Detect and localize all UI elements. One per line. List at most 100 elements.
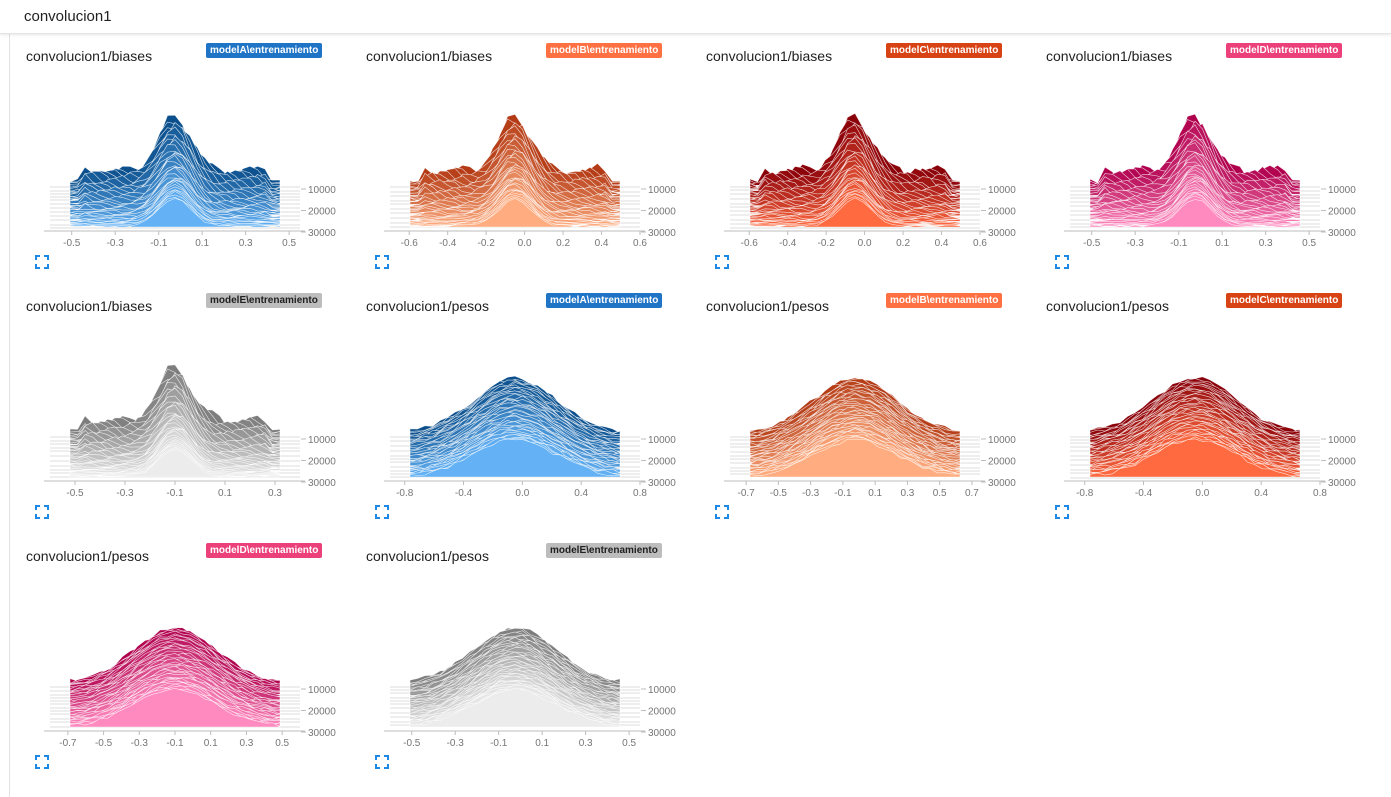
- histogram-chart[interactable]: -0.6 -0.4 -0.2 0.0 0.2 0.4 0.6 10000 20000 30000: [700, 75, 1020, 250]
- x-tick-label: -0.4: [1135, 488, 1153, 499]
- y-tick-label: 20000: [308, 207, 336, 218]
- y-tick-label: 10000: [648, 185, 676, 196]
- y-tick-label: 20000: [308, 707, 336, 718]
- x-tick-label: 0.5: [1302, 238, 1316, 249]
- x-tick-label: 0.5: [933, 488, 947, 499]
- histogram-layers: [1089, 376, 1301, 478]
- histogram-chart[interactable]: -0.5 -0.3 -0.1 0.1 0.3 0.5 10000 20000 30000: [360, 575, 680, 750]
- histogram-chart[interactable]: -0.8 -0.4 0.0 0.4 0.8 10000 20000 30000: [360, 325, 680, 500]
- card-title: convolucion1/pesos: [366, 548, 489, 564]
- y-tick-label: 30000: [648, 728, 676, 739]
- histogram-card: convolucion1/pesos modelB\entrenamiento -0…: [700, 285, 1030, 525]
- y-tick-label: 20000: [648, 457, 676, 468]
- run-tag: modelA\entrenamiento: [546, 293, 663, 308]
- histogram-layers: [749, 112, 961, 228]
- section-left-rule: [9, 34, 10, 797]
- y-tick-label: 20000: [1328, 207, 1356, 218]
- x-tick-label: -0.7: [738, 488, 756, 499]
- y-tick-label: 30000: [648, 228, 676, 239]
- y-tick-label: 20000: [988, 457, 1016, 468]
- y-tick-label: 10000: [308, 685, 336, 696]
- expand-icon[interactable]: [34, 254, 50, 270]
- card-title: convolucion1/biases: [706, 48, 833, 64]
- histogram-chart[interactable]: -0.8 -0.4 0.0 0.4 0.8 10000 20000 30000: [1040, 325, 1360, 500]
- section-header[interactable]: convolucion1: [0, 0, 1391, 34]
- expand-icon[interactable]: [34, 754, 50, 770]
- x-tick-label: -0.5: [1083, 238, 1101, 249]
- expand-icon[interactable]: [714, 504, 730, 520]
- run-tag: modelD\entrenamiento: [206, 543, 323, 558]
- x-tick-label: 0.2: [896, 238, 910, 249]
- expand-icon[interactable]: [34, 504, 50, 520]
- histogram-step: [409, 687, 621, 728]
- x-tick-label: -0.5: [403, 738, 421, 749]
- expand-icon[interactable]: [714, 254, 730, 270]
- histogram-card: convolucion1/biases modelD\entrenamiento -…: [1040, 35, 1370, 275]
- x-tick-label: 0.4: [1254, 488, 1268, 499]
- histogram-chart[interactable]: -0.7 -0.5 -0.3 -0.1 0.1 0.3 0.5 0.7 10000 20000 30…: [700, 325, 1020, 500]
- x-tick-label: -0.6: [401, 238, 419, 249]
- histogram-step: [69, 687, 282, 728]
- card-title: convolucion1/biases: [366, 48, 493, 64]
- x-tick-label: -0.4: [439, 238, 457, 249]
- y-tick-label: 10000: [648, 685, 676, 696]
- x-tick-label: -0.5: [66, 488, 84, 499]
- y-tick-label: 10000: [648, 435, 676, 446]
- x-tick-label: 0.1: [195, 238, 209, 249]
- x-tick-label: -0.1: [490, 738, 508, 749]
- run-tag: modelB\entrenamiento: [546, 43, 663, 58]
- x-tick-label: -0.3: [802, 488, 820, 499]
- card-title: convolucion1/biases: [1046, 48, 1173, 64]
- y-tick-label: 20000: [648, 207, 676, 218]
- y-tick-label: 30000: [988, 478, 1016, 489]
- expand-icon[interactable]: [374, 504, 390, 520]
- x-tick-label: -0.4: [455, 488, 473, 499]
- histogram-layers: [1089, 113, 1301, 228]
- card-title: convolucion1/pesos: [366, 298, 489, 314]
- x-tick-label: 0.0: [858, 238, 872, 249]
- histogram-card: convolucion1/pesos modelC\entrenamiento -0…: [1040, 285, 1370, 525]
- y-tick-label: 30000: [1328, 478, 1356, 489]
- y-tick-label: 10000: [308, 185, 336, 196]
- y-tick-label: 10000: [988, 185, 1016, 196]
- histogram-layers: [409, 627, 621, 728]
- y-tick-label: 30000: [308, 478, 336, 489]
- expand-icon[interactable]: [1054, 254, 1070, 270]
- card-title: convolucion1/pesos: [706, 298, 829, 314]
- histogram-step: [749, 197, 961, 228]
- y-tick-label: 20000: [988, 207, 1016, 218]
- run-tag: modelB\entrenamiento: [886, 293, 1003, 308]
- x-tick-label: -0.3: [131, 738, 149, 749]
- x-tick-label: -0.6: [741, 238, 759, 249]
- x-tick-label: 0.3: [239, 738, 253, 749]
- x-tick-label: 0.1: [868, 488, 882, 499]
- histogram-chart[interactable]: -0.5 -0.3 -0.1 0.1 0.3 0.5 10000 20000 30000: [1040, 75, 1360, 250]
- x-tick-label: -0.5: [95, 738, 113, 749]
- y-tick-label: 30000: [988, 228, 1016, 239]
- histogram-step: [749, 438, 961, 478]
- expand-icon[interactable]: [374, 754, 390, 770]
- x-tick-label: -0.1: [834, 488, 852, 499]
- x-tick-label: -0.3: [116, 488, 134, 499]
- histogram-chart[interactable]: -0.5 -0.3 -0.1 0.1 0.3 10000 20000 30000: [20, 325, 340, 500]
- expand-icon[interactable]: [374, 254, 390, 270]
- x-tick-label: 0.0: [518, 238, 532, 249]
- expand-icon[interactable]: [1054, 504, 1070, 520]
- x-tick-label: 0.3: [268, 488, 282, 499]
- x-tick-label: -0.1: [150, 238, 168, 249]
- y-tick-label: 20000: [1328, 457, 1356, 468]
- histogram-chart[interactable]: -0.5 -0.3 -0.1 0.1 0.3 0.5 10000 20000 30000: [20, 75, 340, 250]
- histogram-chart[interactable]: -0.6 -0.4 -0.2 0.0 0.2 0.4 0.6 10000 20000 30000: [360, 75, 680, 250]
- x-tick-label: 0.0: [515, 488, 529, 499]
- x-tick-label: 0.5: [622, 738, 636, 749]
- histogram-layers: [409, 113, 621, 228]
- histogram-step: [409, 197, 621, 228]
- run-tag: modelE\entrenamiento: [206, 293, 322, 308]
- histogram-chart[interactable]: -0.7 -0.5 -0.3 -0.1 0.1 0.3 0.5 10000 20000 30000: [20, 575, 340, 750]
- x-tick-label: -0.5: [63, 238, 81, 249]
- x-tick-label: -0.3: [447, 738, 465, 749]
- histogram-layers: [409, 375, 621, 478]
- histogram-card: convolucion1/pesos modelA\entrenamiento -0…: [360, 285, 690, 525]
- x-tick-label: -0.8: [396, 488, 414, 499]
- x-tick-label: -0.1: [166, 738, 184, 749]
